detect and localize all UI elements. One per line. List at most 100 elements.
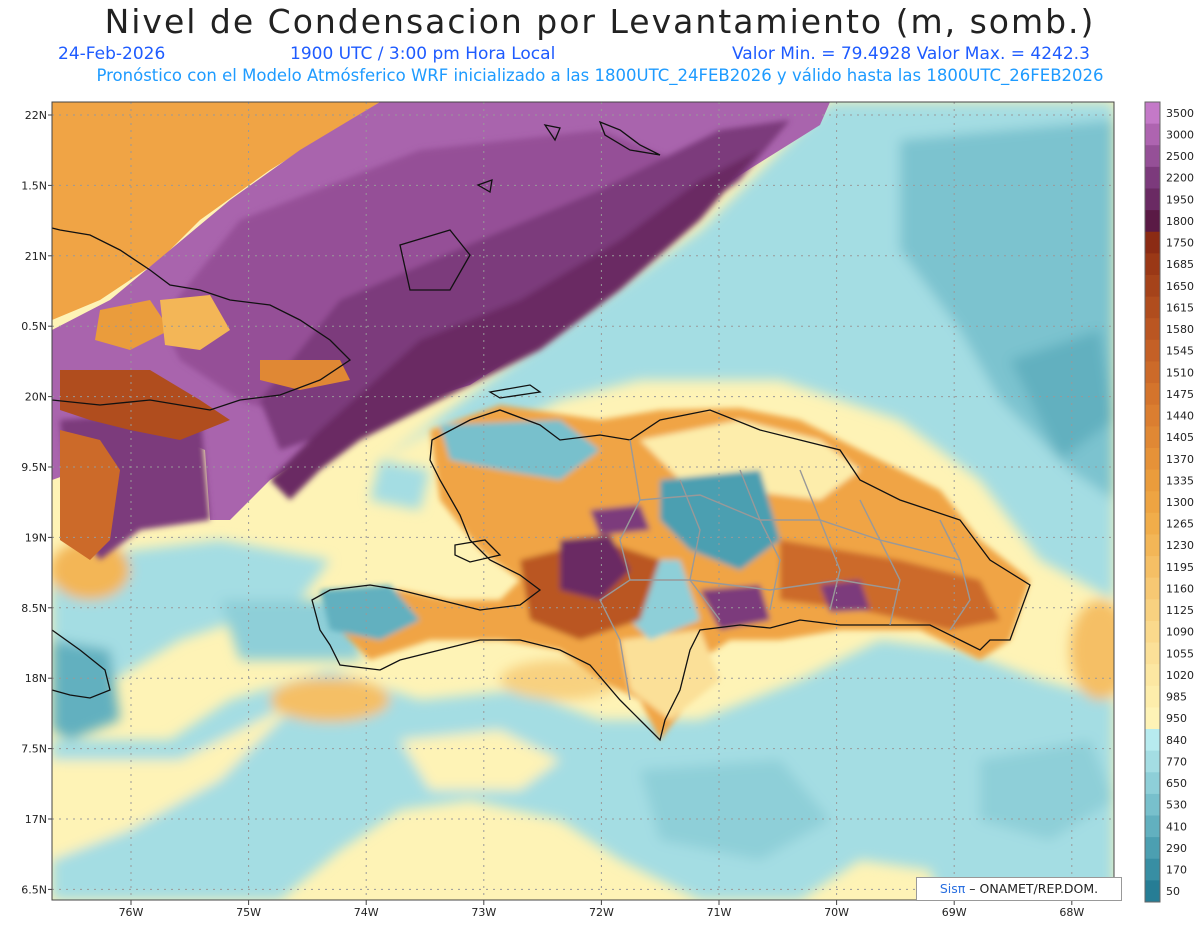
legend-label: 3500 bbox=[1166, 107, 1194, 120]
legend-label: 1265 bbox=[1166, 518, 1194, 531]
field-cuba-orange3 bbox=[260, 360, 350, 390]
legend-swatch bbox=[1145, 123, 1160, 146]
coastlines bbox=[51, 120, 1031, 742]
coast-tortuga bbox=[488, 384, 542, 399]
field-hisp-violet1 bbox=[560, 535, 630, 600]
graticule bbox=[52, 102, 1114, 900]
coast-gonave bbox=[454, 539, 502, 563]
lat-tick-label: 19N bbox=[25, 531, 47, 544]
coast-cuba bbox=[51, 227, 352, 411]
lon-tick-label: 71W bbox=[707, 906, 732, 919]
lat-tick-label: 22N bbox=[25, 109, 47, 122]
legend-swatch bbox=[1145, 339, 1160, 362]
legend-swatch bbox=[1145, 361, 1160, 384]
legend-swatch bbox=[1145, 253, 1160, 276]
chart-title: Nivel de Condensacion por Levantamiento … bbox=[104, 2, 1096, 41]
lat-tick-label: 21N bbox=[25, 250, 47, 263]
field-yellow-band1 bbox=[52, 700, 300, 860]
lon-tick-label: 68W bbox=[1059, 906, 1084, 919]
legend-label: 1230 bbox=[1166, 539, 1194, 552]
legend-label: 1195 bbox=[1166, 561, 1194, 574]
legend-swatch bbox=[1145, 210, 1160, 233]
legend-swatch bbox=[1145, 815, 1160, 838]
field-cuba-brown bbox=[60, 370, 230, 440]
coast-jamaica bbox=[51, 629, 111, 699]
legend-frame bbox=[1144, 101, 1161, 903]
legend-swatch bbox=[1145, 664, 1160, 687]
legend-swatch bbox=[1145, 426, 1160, 449]
coast-hispaniola bbox=[311, 409, 1031, 742]
legend-swatch bbox=[1145, 383, 1160, 406]
field-hisp-yellow2 bbox=[620, 630, 720, 720]
legend-label: 650 bbox=[1166, 777, 1187, 790]
legend-swatch bbox=[1145, 145, 1160, 168]
lat-tick-label: 1.5N bbox=[21, 179, 47, 192]
lon-tick-label: 69W bbox=[942, 906, 967, 919]
coast-bahamas2 bbox=[476, 179, 493, 194]
credit-org: – ONAMET/REP.DOM. bbox=[965, 881, 1099, 896]
lat-tick-label: 20N bbox=[25, 391, 47, 404]
field-cuba-orange1 bbox=[95, 300, 170, 350]
legend-swatch bbox=[1145, 102, 1160, 125]
field-cuba-orange2 bbox=[160, 295, 230, 350]
legend-label: 1020 bbox=[1166, 669, 1194, 682]
legend-label: 1750 bbox=[1166, 237, 1194, 250]
lcl-shaded-field bbox=[52, 102, 1114, 900]
legend-swatch bbox=[1145, 166, 1160, 189]
legend-label: 1300 bbox=[1166, 496, 1194, 509]
lat-axis: 22N 1.5N 21N 0.5N 20N 9.5N 19N 8.5N 18N 7.5N 17N 6.… bbox=[21, 109, 52, 896]
color-legend: 3500 3000 2500 2200 1950 1800 1750 1685 1650 1615… bbox=[1144, 101, 1194, 903]
field-hisp-violet3 bbox=[820, 580, 870, 612]
coast-bahamas1 bbox=[598, 120, 661, 156]
field-violet-deeper bbox=[270, 150, 760, 500]
lon-axis: 76W 75W 74W 73W 72W 71W 70W 69W 68W bbox=[119, 900, 1084, 919]
legend-label: 1685 bbox=[1166, 258, 1194, 271]
legend-swatch bbox=[1145, 231, 1160, 254]
legend-swatch bbox=[1145, 318, 1160, 341]
legend-label: 1160 bbox=[1166, 582, 1194, 595]
lon-tick-label: 73W bbox=[471, 906, 496, 919]
legend-swatch bbox=[1145, 880, 1160, 903]
lat-tick-label: 9.5N bbox=[21, 461, 47, 474]
lon-tick-label: 70W bbox=[824, 906, 849, 919]
legend-label: 1580 bbox=[1166, 323, 1194, 336]
lon-tick-label: 76W bbox=[119, 906, 144, 919]
lat-tick-label: 8.5N bbox=[21, 602, 47, 615]
coast-bahamas3 bbox=[543, 124, 561, 142]
credit-sis: Sisπ bbox=[939, 881, 966, 896]
legend-swatch bbox=[1145, 577, 1160, 600]
field-south-orange bbox=[60, 430, 120, 560]
legend-label: 1950 bbox=[1166, 193, 1194, 206]
legend-label: 1370 bbox=[1166, 453, 1194, 466]
field-hisp-brown2 bbox=[780, 540, 1000, 630]
legend-label: 1510 bbox=[1166, 366, 1194, 379]
legend-swatch bbox=[1145, 599, 1160, 622]
legend-swatch bbox=[1145, 556, 1160, 579]
legend-label: 290 bbox=[1166, 842, 1187, 855]
legend-label: 1335 bbox=[1166, 474, 1194, 487]
legend-label: 50 bbox=[1166, 885, 1180, 898]
legend-swatch bbox=[1145, 858, 1160, 881]
field-ne-blue2 bbox=[1010, 330, 1114, 460]
lon-tick-label: 72W bbox=[589, 906, 614, 919]
field-sw-blue bbox=[52, 640, 120, 740]
legend-label: 1475 bbox=[1166, 388, 1194, 401]
legend-swatch bbox=[1145, 491, 1160, 514]
lat-tick-label: 17N bbox=[25, 813, 47, 826]
legend-label: 1440 bbox=[1166, 410, 1194, 423]
legend-swatch bbox=[1145, 750, 1160, 773]
min-max-values: Valor Min. = 79.4928 Valor Max. = 4242.3 bbox=[732, 44, 1090, 64]
legend-label: 1615 bbox=[1166, 301, 1194, 314]
legend-label: 2500 bbox=[1166, 150, 1194, 163]
legend-label: 410 bbox=[1166, 820, 1187, 833]
legend-label: 3000 bbox=[1166, 128, 1194, 141]
field-orange-w bbox=[52, 540, 130, 600]
legend-label: 770 bbox=[1166, 755, 1187, 768]
field-s-blue2 bbox=[640, 760, 830, 860]
lon-tick-label: 75W bbox=[236, 906, 261, 919]
field-cyan-mid bbox=[370, 460, 430, 510]
field-s-blue3 bbox=[980, 740, 1114, 840]
province-boundaries bbox=[599, 439, 971, 701]
legend-label: 1125 bbox=[1166, 604, 1194, 617]
